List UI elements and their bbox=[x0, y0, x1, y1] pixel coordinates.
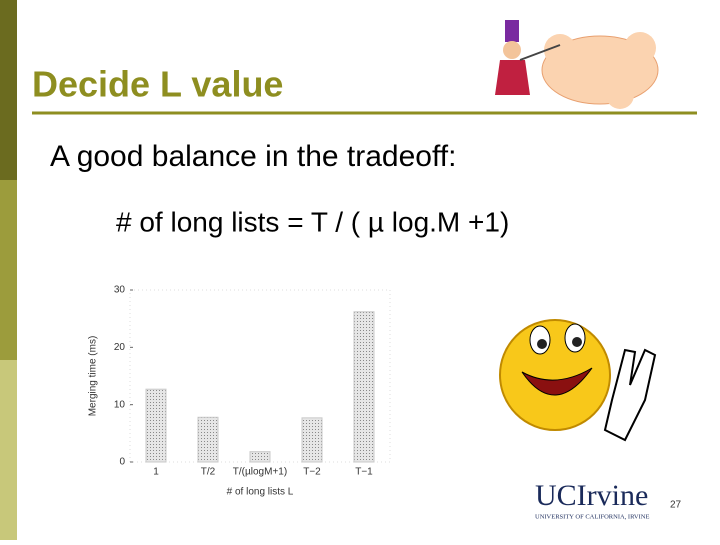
side-strip bbox=[0, 180, 17, 360]
bar bbox=[353, 311, 375, 463]
y-axis-label: Merging time (ms) bbox=[88, 336, 99, 417]
bar bbox=[301, 417, 323, 463]
y-tick-label: 0 bbox=[119, 457, 125, 468]
chart: # of long lists L Merging time (ms) 0 10 2… bbox=[88, 285, 391, 498]
y-tick-label: 20 bbox=[114, 342, 126, 353]
smiley-illustration bbox=[499, 319, 657, 442]
x-axis-label: # of long lists L bbox=[227, 487, 294, 498]
y-tick-label: 10 bbox=[114, 399, 126, 410]
bullet: A good balance in the tradeoff: bbox=[50, 140, 456, 173]
bar bbox=[249, 451, 271, 463]
page-number: 27 bbox=[670, 500, 682, 511]
x-tick-label: T/2 bbox=[201, 467, 216, 478]
sub-bullet: # of long lists = T / ( µ log.M +1) bbox=[116, 206, 509, 237]
side-strip bbox=[0, 0, 17, 180]
bar bbox=[197, 416, 219, 463]
x-tick-label: T−2 bbox=[303, 467, 321, 478]
bar bbox=[145, 388, 167, 463]
plot-frame bbox=[129, 289, 391, 463]
x-tick-label: 1 bbox=[153, 467, 159, 478]
slide-title: Decide L value bbox=[32, 64, 283, 105]
x-tick-label: T/(µlogM+1) bbox=[233, 467, 287, 478]
wizard-illustration bbox=[495, 20, 659, 109]
y-tick-label: 30 bbox=[114, 285, 126, 296]
side-strip bbox=[0, 360, 17, 540]
logo-subtitle: UNIVERSITY OF CALIFORNIA, IRVINE bbox=[535, 513, 649, 520]
logo: UCIrvine bbox=[535, 479, 648, 512]
x-tick-label: T−1 bbox=[355, 467, 373, 478]
